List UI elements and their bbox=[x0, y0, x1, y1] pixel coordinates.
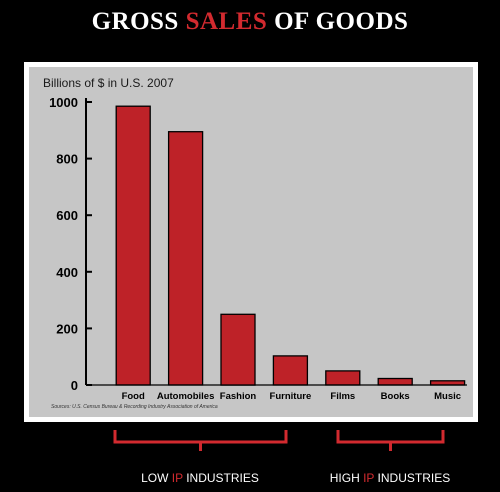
chart-title: GROSS SALES OF GOODS bbox=[91, 8, 409, 35]
low-ip-bracket bbox=[113, 430, 288, 451]
x-tick-label: Fashion bbox=[220, 391, 257, 402]
x-tick-label: Automobiles bbox=[157, 391, 215, 402]
x-tick-label: Furniture bbox=[270, 391, 312, 402]
y-tick-label: 200 bbox=[56, 321, 78, 336]
x-category-labels: Food Automobiles Fashion Furniture Films Book… bbox=[122, 391, 461, 402]
axes bbox=[85, 98, 467, 386]
y-tick-label: 0 bbox=[71, 378, 78, 393]
bars bbox=[115, 105, 466, 386]
x-tick-label: Food bbox=[122, 391, 145, 402]
y-tick-label: 600 bbox=[56, 208, 78, 223]
industry-groups: LOW IP INDUSTRIES HIGH IP INDUSTRIES bbox=[113, 430, 450, 485]
bar-music bbox=[429, 380, 466, 386]
x-tick-label: Music bbox=[434, 391, 461, 402]
group-brackets bbox=[113, 430, 445, 451]
bar-books bbox=[377, 377, 413, 386]
x-tick-label: Books bbox=[381, 391, 410, 402]
low-ip-label: LOW IP INDUSTRIES bbox=[141, 471, 259, 485]
bar-food bbox=[115, 105, 151, 386]
chart-panel: Billions of $ in U.S. 2007 1000 800 600 400… bbox=[24, 62, 478, 422]
y-axis-label: Billions of $ in U.S. 2007 bbox=[43, 76, 174, 90]
bar-fashion bbox=[220, 313, 256, 386]
high-ip-label: HIGH IP INDUSTRIES bbox=[330, 471, 450, 485]
source-note: Sources: U.S. Census Bureau & Recording … bbox=[51, 404, 218, 410]
y-tick-label: 800 bbox=[56, 152, 78, 167]
bar-furniture bbox=[272, 355, 309, 386]
bar-chart: Billions of $ in U.S. 2007 1000 800 600 400… bbox=[43, 76, 467, 410]
high-ip-bracket bbox=[336, 430, 445, 451]
bar-automobiles bbox=[167, 131, 204, 386]
x-tick-label: Films bbox=[330, 391, 355, 402]
y-ticks: 1000 800 600 400 200 0 bbox=[49, 95, 92, 393]
y-tick-label: 400 bbox=[56, 265, 78, 280]
bar-films bbox=[325, 370, 361, 386]
y-tick-label: 1000 bbox=[49, 95, 78, 110]
